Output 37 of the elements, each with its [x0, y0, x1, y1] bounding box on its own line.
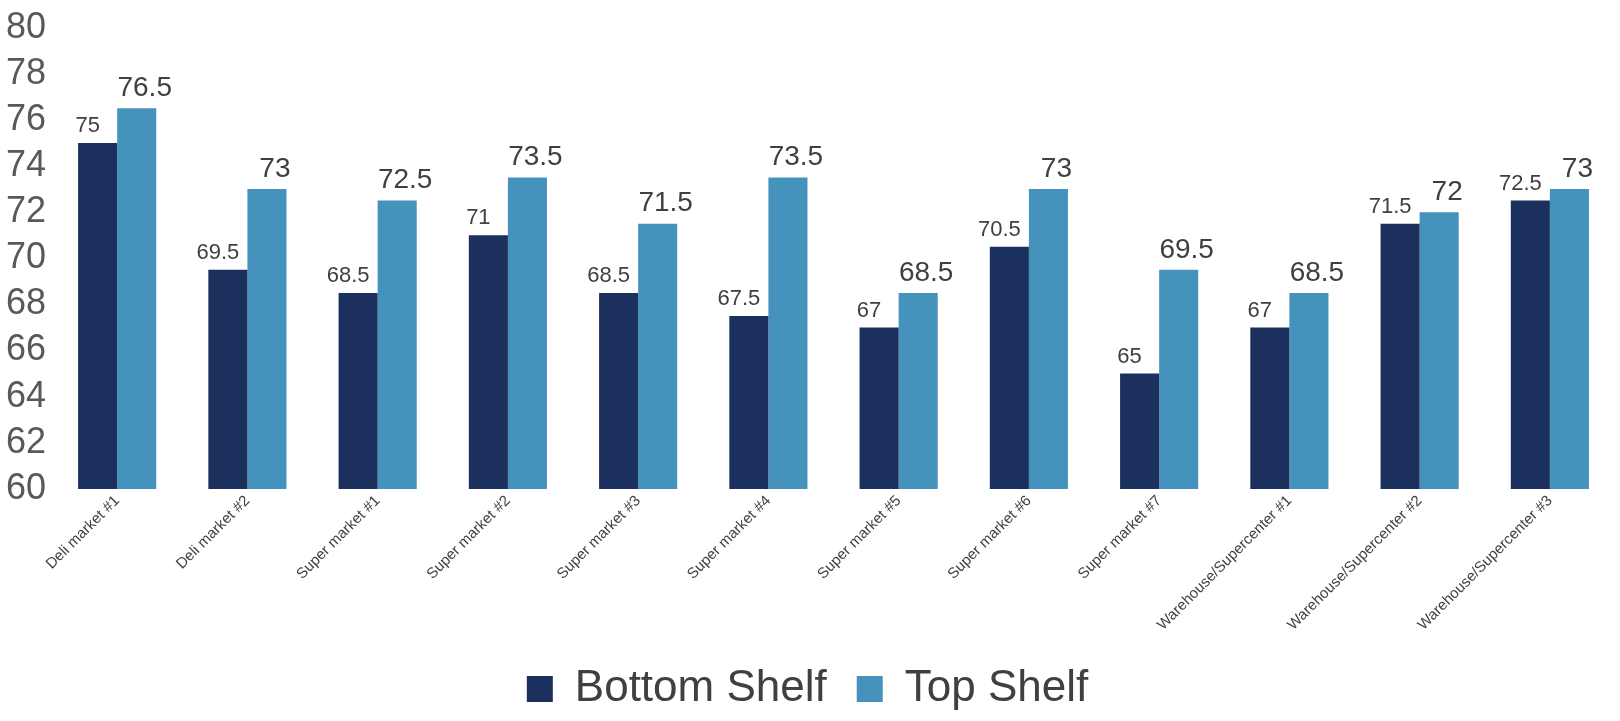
- data-label: 73: [259, 151, 291, 183]
- y-tick-label: 64: [6, 373, 47, 415]
- data-label: 72: [1431, 174, 1463, 206]
- data-label: 73: [1040, 151, 1073, 183]
- data-label: 72.5: [1498, 169, 1542, 195]
- y-tick-label: 68: [6, 281, 47, 323]
- data-label: 68.5: [326, 261, 370, 287]
- y-tick-label: 80: [6, 4, 47, 46]
- y-tick-label: 70: [6, 235, 47, 277]
- data-label: 71.5: [638, 186, 693, 218]
- y-tick-label: 60: [6, 465, 47, 507]
- legend-label: Bottom Shelf: [574, 661, 828, 711]
- data-label: 76.5: [117, 71, 172, 103]
- y-tick-label: 62: [6, 419, 47, 461]
- y-tick-label: 66: [6, 327, 47, 369]
- data-label: 73.5: [508, 140, 563, 172]
- data-label: 67.5: [717, 285, 761, 311]
- data-label: 73.5: [768, 140, 824, 172]
- y-tick-label: 78: [6, 50, 47, 92]
- data-label: 75: [75, 112, 100, 137]
- data-label: 68.5: [587, 261, 631, 287]
- data-label: 71.5: [1368, 192, 1412, 218]
- data-label: 65: [1117, 342, 1142, 368]
- data-label: 73: [1561, 151, 1593, 183]
- data-label: 67: [1247, 296, 1273, 322]
- legend-label: Top Shelf: [904, 661, 1089, 711]
- data-label: 68.5: [898, 255, 954, 287]
- data-label: 72.5: [377, 163, 433, 195]
- data-label: 71: [466, 204, 491, 230]
- data-label: 69.5: [196, 238, 240, 264]
- data-label: 68.5: [1289, 255, 1345, 287]
- data-label: 70.5: [977, 215, 1021, 241]
- y-tick-label: 74: [6, 142, 47, 184]
- data-label: 67: [856, 296, 882, 322]
- data-label: 69.5: [1159, 232, 1214, 264]
- y-tick-label: 72: [6, 189, 47, 231]
- y-tick-label: 76: [6, 96, 47, 138]
